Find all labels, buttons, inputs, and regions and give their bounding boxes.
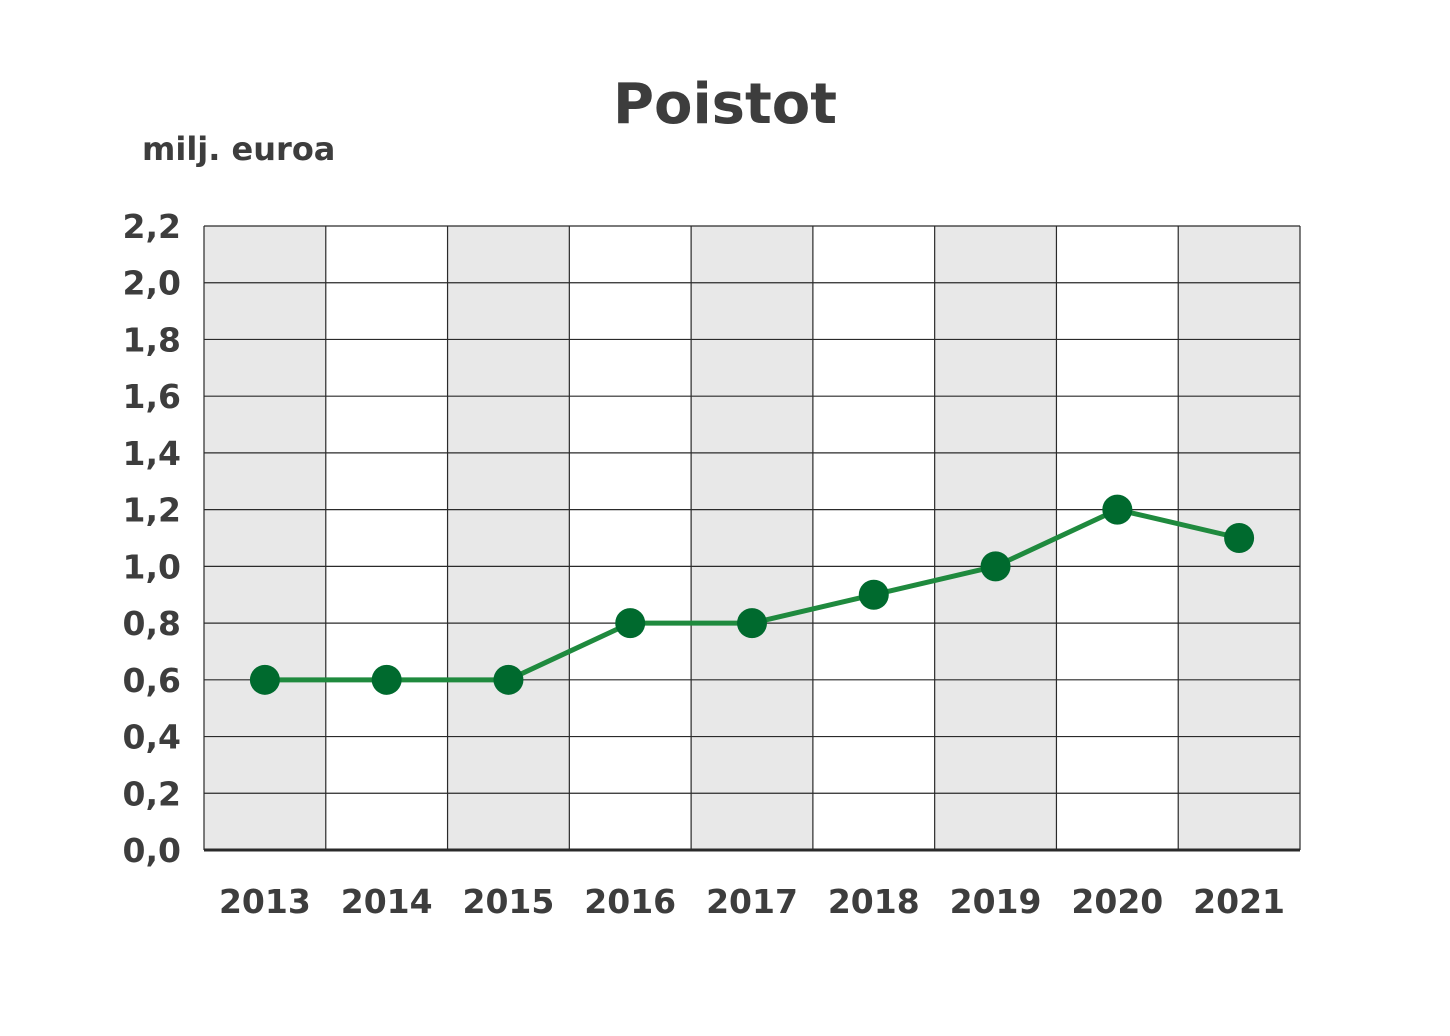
data-point-2016 <box>615 608 646 639</box>
data-point-2019 <box>980 551 1011 582</box>
y-tick-label: 0,2 <box>123 774 181 813</box>
column-band-2014 <box>325 226 448 850</box>
y-tick-label: 0,4 <box>123 718 181 757</box>
column-band-2019 <box>934 226 1057 850</box>
x-tick-label-2019: 2019 <box>950 882 1042 921</box>
x-tick-label-2021: 2021 <box>1193 882 1285 921</box>
chart-title: Poistot <box>612 72 838 137</box>
data-point-2013 <box>249 664 280 695</box>
data-point-2020 <box>1102 494 1133 525</box>
x-axis-ticks: 2013 2014 2015 2016 2017 2018 2019 2020 2021 <box>219 882 1285 921</box>
x-tick-label-2018: 2018 <box>828 882 920 921</box>
column-bands <box>204 226 1300 850</box>
column-band-2013 <box>204 226 326 850</box>
y-tick-label: 1,6 <box>123 377 181 416</box>
data-point-2021 <box>1224 523 1255 553</box>
x-tick-label-2017: 2017 <box>706 882 798 921</box>
data-point-2017 <box>737 608 767 639</box>
x-tick-label-2015: 2015 <box>463 882 555 921</box>
y-tick-label: 2,0 <box>123 264 181 303</box>
data-point-2015 <box>493 664 524 695</box>
series-group <box>249 494 1255 695</box>
column-band-2017 <box>691 226 813 850</box>
y-tick-label: 1,0 <box>123 547 181 586</box>
x-tick-label-2020: 2020 <box>1071 882 1163 921</box>
y-tick-label: 1,2 <box>123 491 181 530</box>
x-tick-label-2014: 2014 <box>341 882 433 921</box>
y-tick-label: 0,0 <box>123 831 181 870</box>
y-axis-ticks: 0,0 0,2 0,4 0,6 0,8 1,0 1,2 1,4 1,6 1,8 2,0 2,2 <box>123 207 181 870</box>
x-tick-label-2016: 2016 <box>584 882 676 921</box>
y-tick-label: 1,8 <box>123 320 181 359</box>
y-tick-label: 0,6 <box>123 661 181 700</box>
column-band-2018 <box>812 226 935 850</box>
column-band-2015 <box>447 226 570 850</box>
y-tick-label: 0,8 <box>123 604 181 643</box>
x-tick-label-2013: 2013 <box>219 882 311 921</box>
column-band-2020 <box>1056 226 1179 850</box>
data-point-2014 <box>371 664 402 695</box>
column-band-2016 <box>569 226 692 850</box>
y-tick-label: 2,2 <box>123 207 181 246</box>
data-point-2018 <box>858 579 889 610</box>
y-tick-label: 1,4 <box>123 434 181 473</box>
y-axis-unit-label: milj. euroa <box>142 130 336 168</box>
